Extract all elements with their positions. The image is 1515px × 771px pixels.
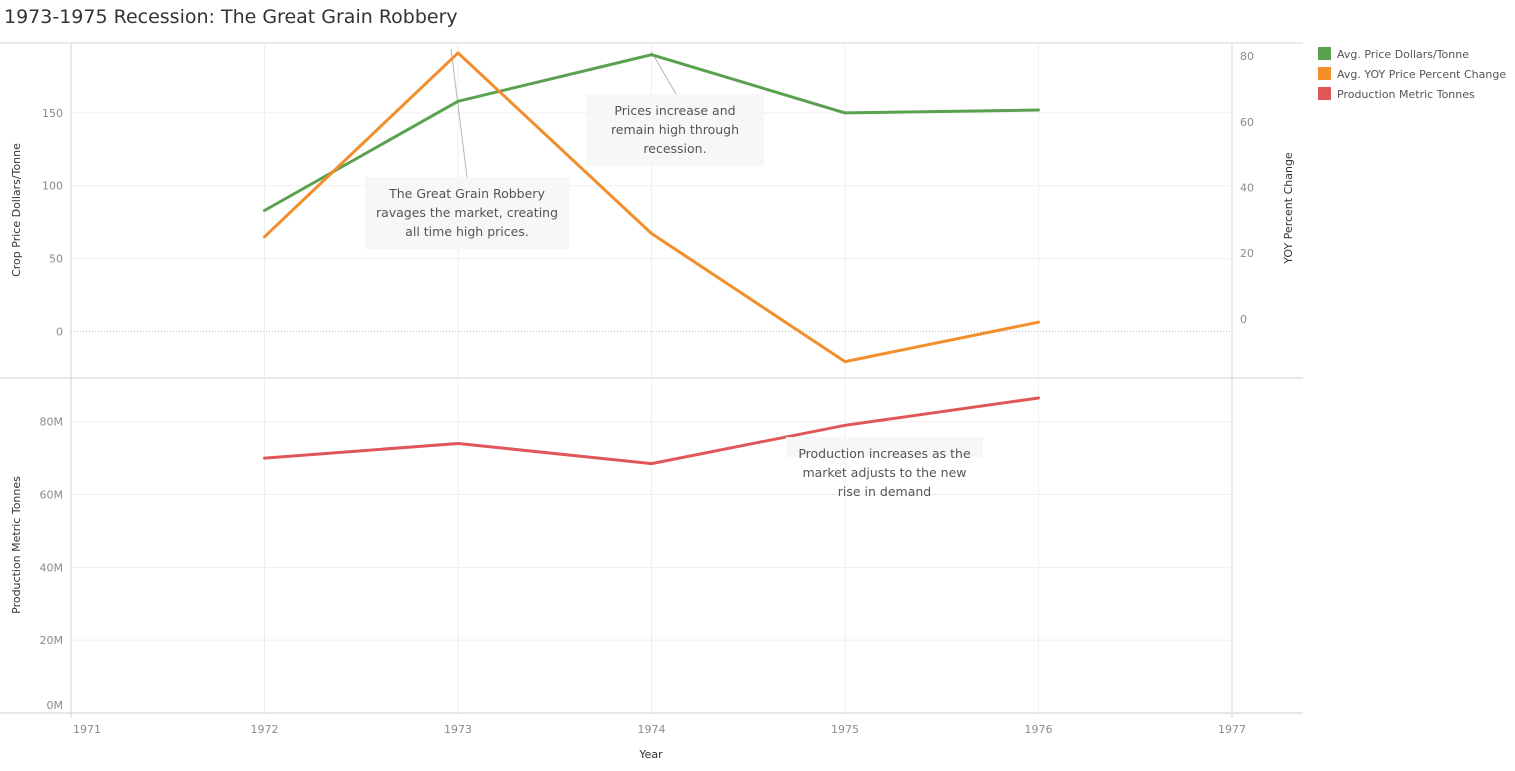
annotation-text-line: ravages the market, creating <box>376 205 558 220</box>
legend-label: Avg. Price Dollars/Tonne <box>1337 48 1469 61</box>
x-tick-label: 1974 <box>638 723 666 736</box>
y-tick-label-left: 80M <box>40 416 64 429</box>
y-tick-label-left: 100 <box>42 180 63 193</box>
x-tick-label: 1977 <box>1218 723 1246 736</box>
annotation-text-line: The Great Grain Robbery <box>388 186 545 201</box>
annotation-3: Production increases as the market adjust… <box>786 437 983 499</box>
series-lines <box>263 51 1040 466</box>
legend-item: Avg. Price Dollars/Tonne <box>1318 47 1469 61</box>
legend-item: Production Metric Tonnes <box>1318 87 1475 101</box>
legend: Avg. Price Dollars/Tonne Avg. YOY Price P… <box>1318 47 1506 101</box>
chart-title: 1973-1975 Recession: The Great Grain Rob… <box>4 6 458 28</box>
annotation-text-line: market adjusts to the new <box>802 465 966 480</box>
y-axis-title-price: Crop Price Dollars/Tonne <box>10 143 23 277</box>
y-tick-label-right: 20 <box>1240 247 1254 260</box>
series-line-avg-price-dollars-tonne <box>263 53 1040 212</box>
annotation-2: Prices increase and remain high through re… <box>586 94 764 166</box>
series-line-avg-yoy-price-percent-change <box>263 51 1040 364</box>
annotation-text-line: Prices increase and <box>614 103 735 118</box>
annotation-box <box>786 437 983 457</box>
y-tick-label-left: 20M <box>40 634 64 647</box>
annotation-box <box>365 177 569 249</box>
y-tick-label-right: 40 <box>1240 182 1254 195</box>
x-axis-title: Year <box>638 748 663 761</box>
legend-label: Production Metric Tonnes <box>1337 88 1475 101</box>
grid-lines <box>71 43 1232 713</box>
x-tick-label: 1975 <box>831 723 859 736</box>
x-tick-label: 1971 <box>73 723 101 736</box>
x-tick-label: 1973 <box>444 723 472 736</box>
x-tick-label: 1972 <box>251 723 279 736</box>
annotation-text-line: remain high through <box>611 122 739 137</box>
legend-label: Avg. YOY Price Percent Change <box>1337 68 1506 81</box>
legend-swatch <box>1318 87 1331 100</box>
y-tick-label-left: 0M <box>47 699 64 712</box>
annotation-leader <box>450 48 468 178</box>
y-tick-label-right: 80 <box>1240 50 1254 63</box>
annotation-text-line: all time high prices. <box>405 224 529 239</box>
legend-swatch <box>1318 67 1331 80</box>
legend-item: Avg. YOY Price Percent Change <box>1318 67 1506 81</box>
annotation-text-line: Production increases as the <box>798 446 971 461</box>
y-tick-label-left: 50 <box>49 253 63 266</box>
y-tick-label-left: 150 <box>42 107 63 120</box>
annotations: The Great Grain Robbery ravages the marke… <box>365 94 983 499</box>
y-tick-label-left: 0 <box>56 325 63 338</box>
annotation-text-line: recession. <box>643 141 706 156</box>
annotation-1: The Great Grain Robbery ravages the marke… <box>365 177 569 249</box>
x-tick-label: 1976 <box>1025 723 1053 736</box>
legend-swatch <box>1318 47 1331 60</box>
y-tick-label-left: 40M <box>40 561 64 574</box>
y-tick-label-left: 60M <box>40 489 64 502</box>
annotation-leaders <box>450 48 677 178</box>
series-line-production-metric-tonnes <box>263 396 1040 466</box>
annotation-text-line: rise in demand <box>838 484 931 499</box>
annotation-leader <box>651 51 677 95</box>
y-tick-label-right: 60 <box>1240 116 1254 129</box>
y-axis-title-production: Production Metric Tonnes <box>10 476 23 614</box>
y-axis-title-yoy: YOY Percent Change <box>1282 152 1295 265</box>
axes: 0 50 100 150 0 20 40 60 80 0M 20M 40M 60M 80M 1971 1972… <box>10 50 1295 761</box>
y-tick-label-right: 0 <box>1240 313 1247 326</box>
annotation-box <box>586 94 764 166</box>
